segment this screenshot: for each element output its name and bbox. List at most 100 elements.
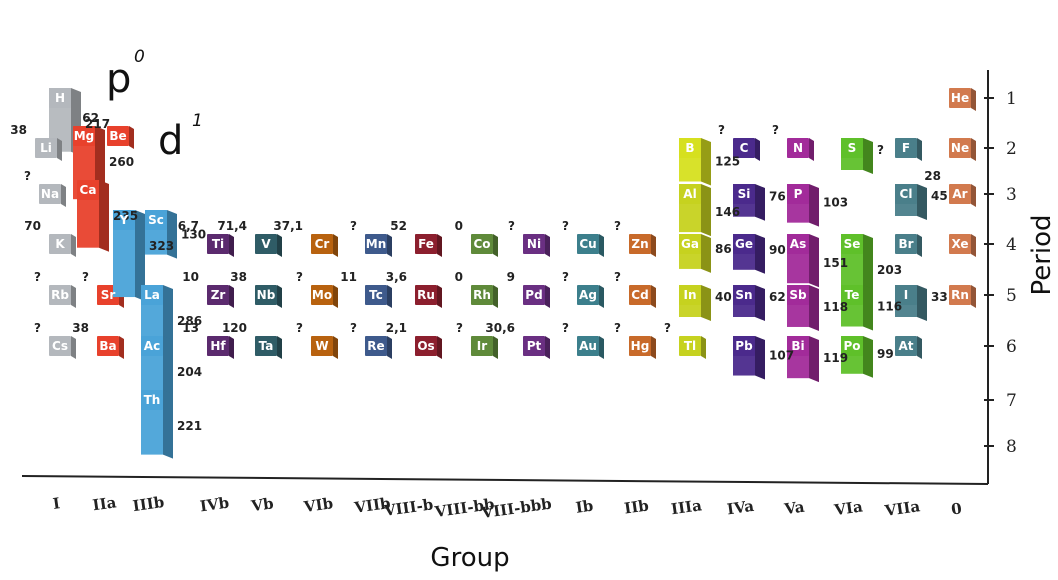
symbol-label-Ac: Ac — [144, 339, 160, 353]
value-label-Mn: ? — [350, 219, 357, 233]
tile-Au — [577, 336, 599, 356]
tile-Mn — [365, 234, 387, 254]
bar-side-Sb — [809, 285, 819, 331]
bar-side-Te — [863, 285, 873, 331]
tile-side-Cu — [599, 234, 604, 257]
tile-side-At — [917, 336, 922, 359]
symbol-label-La: La — [144, 288, 160, 302]
group-tick-0: 0 — [950, 499, 963, 518]
value-label-H: 217 — [85, 117, 110, 131]
symbol-label-P: P — [794, 187, 803, 201]
value-label-V: 71,4 — [217, 219, 247, 233]
symbol-label-Th: Th — [144, 393, 161, 407]
element-W — [311, 336, 338, 359]
tile-Sc — [145, 210, 167, 230]
tile-Th — [141, 390, 163, 410]
symbol-label-Ge: Ge — [735, 237, 753, 251]
bar-side-In — [701, 285, 711, 321]
element-Ag — [577, 285, 604, 308]
element-Rh — [471, 285, 498, 308]
bar-side-I — [917, 285, 927, 321]
element-Ba — [97, 336, 124, 359]
annotation-d1: d 1 — [158, 111, 203, 164]
tile-side-Re — [387, 336, 392, 359]
value-label-Ag: ? — [562, 270, 569, 284]
element-Sb — [787, 285, 819, 331]
value-label-Ar: 28 — [924, 169, 941, 183]
symbol-label-Nb: Nb — [257, 288, 276, 302]
tile-Bi — [787, 336, 809, 356]
element-Ac — [141, 336, 173, 401]
element-Tc — [365, 285, 392, 308]
group-tick-IIb: IIb — [623, 496, 650, 517]
tile-side-Rb — [71, 285, 76, 308]
bar-side-Sn — [755, 285, 765, 321]
tile-Ca — [77, 180, 99, 200]
tile-Mg — [73, 126, 95, 146]
tile-Ga — [679, 234, 701, 254]
tile-Ge — [733, 234, 755, 254]
element-Te — [841, 285, 873, 331]
symbol-label-Na: Na — [41, 187, 59, 201]
element-K — [49, 234, 76, 257]
bar-side-Bi — [809, 336, 819, 383]
symbol-label-Pb: Pb — [735, 339, 753, 353]
tile-side-Ta — [277, 336, 282, 359]
element-Ga — [679, 234, 711, 273]
group-tick-IIa: IIa — [91, 493, 117, 514]
tile-N — [787, 138, 809, 158]
value-label-Hg: ? — [614, 321, 621, 335]
symbol-label-C: C — [740, 141, 749, 155]
element-Li — [35, 138, 62, 161]
bar-side-Ac — [163, 336, 173, 401]
tile-side-Zn — [651, 234, 656, 257]
tile-Tc — [365, 285, 387, 305]
value-label-Th: 221 — [177, 419, 202, 433]
tile-side-Mo — [333, 285, 338, 308]
element-Be — [107, 126, 134, 149]
element-Cl — [895, 184, 927, 220]
element-Mn — [365, 234, 392, 257]
element-B — [679, 138, 711, 186]
value-label-Ge: 90 — [769, 243, 786, 257]
element-Na — [39, 184, 66, 207]
tile-B — [679, 138, 701, 158]
element-N — [787, 138, 814, 161]
tile-Pb — [733, 336, 755, 356]
element-Ar — [949, 184, 976, 207]
value-label-Ni: ? — [508, 219, 515, 233]
value-label-Si: 76 — [769, 190, 786, 204]
tile-side-V — [277, 234, 282, 257]
tile-Ir — [471, 336, 493, 356]
symbol-label-Mn: Mn — [366, 237, 386, 251]
tile-side-Fe — [437, 234, 442, 257]
symbol-label-Ti: Ti — [212, 237, 224, 251]
symbol-label-Ne: Ne — [951, 141, 969, 155]
period-tick-2: 2 — [1006, 139, 1017, 159]
element-Ir — [471, 336, 498, 359]
tile-Zn — [629, 234, 651, 254]
group-tick-Ib: Ib — [575, 497, 595, 517]
element-Y — [113, 210, 145, 302]
tile-side-Cs — [71, 336, 76, 359]
group-tick-VIb: VIb — [302, 494, 334, 516]
element-Tl — [679, 336, 706, 359]
symbol-label-Fe: Fe — [418, 237, 434, 251]
tile-side-Ti — [229, 234, 234, 257]
tile-Sn — [733, 285, 755, 305]
tile-side-Ba — [119, 336, 124, 359]
tile-Se — [841, 234, 863, 254]
symbol-label-At: At — [898, 339, 913, 353]
bar-side-Se — [863, 234, 873, 299]
symbol-label-Zr: Zr — [211, 288, 226, 302]
bar-side-S — [863, 138, 873, 174]
value-label-Os: 2,1 — [386, 321, 407, 335]
value-label-Au: ? — [562, 321, 569, 335]
tile-side-Hg — [651, 336, 656, 359]
symbol-label-I: I — [904, 288, 908, 302]
symbol-label-Ag: Ag — [579, 288, 597, 302]
tile-Cu — [577, 234, 599, 254]
tile-side-K — [71, 234, 76, 257]
tile-side-Br — [917, 234, 922, 257]
symbol-label-Cl: Cl — [900, 187, 913, 201]
